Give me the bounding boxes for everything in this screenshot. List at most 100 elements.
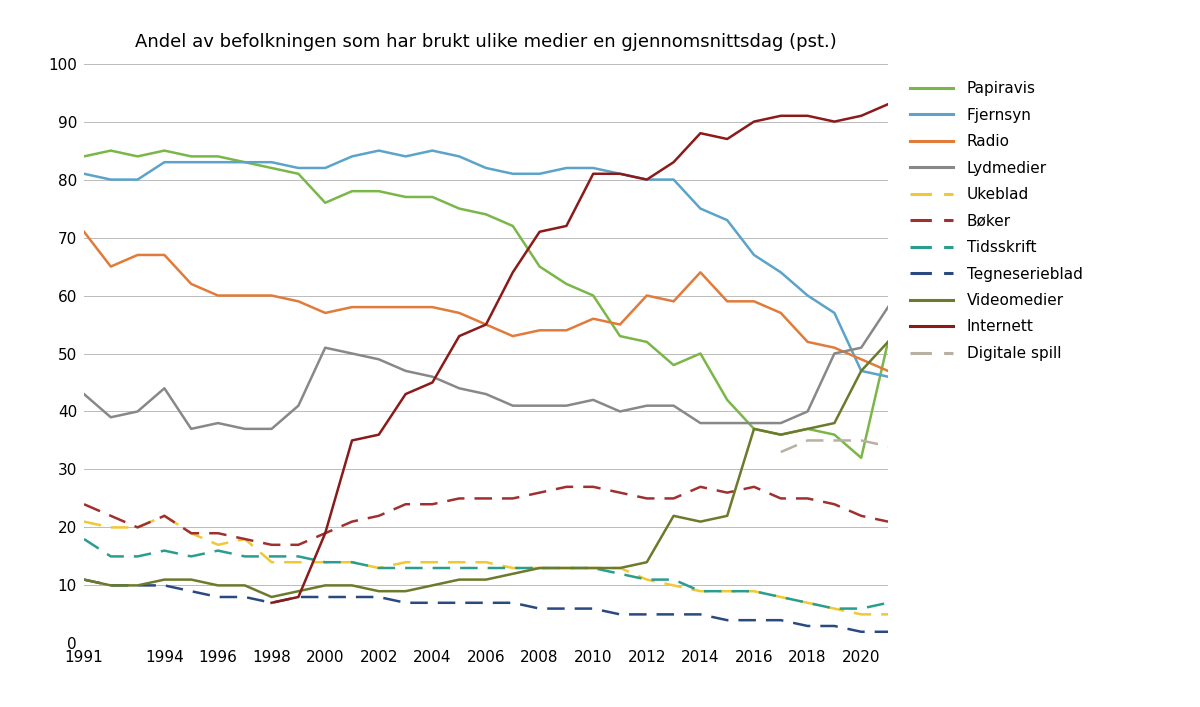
Videomedier	[666, 512, 680, 520]
Lydmedier	[666, 402, 680, 410]
Papiravis	[666, 361, 680, 369]
Papiravis	[881, 338, 895, 346]
Ukeblad	[344, 558, 359, 566]
Internett	[881, 100, 895, 108]
Lydmedier	[694, 419, 708, 427]
Fjernsyn	[559, 164, 574, 173]
Tegneserieblad	[292, 592, 306, 601]
Fjernsyn	[292, 164, 306, 173]
Bøker	[586, 483, 600, 491]
Tidsskrift	[800, 599, 815, 607]
Videomedier	[238, 581, 252, 590]
Lydmedier	[398, 367, 413, 375]
Radio	[211, 291, 226, 300]
Digitale spill	[827, 436, 841, 445]
Fjernsyn	[103, 175, 118, 184]
Tegneserieblad	[238, 592, 252, 601]
Fjernsyn	[746, 251, 761, 259]
Internett	[505, 268, 520, 276]
Tidsskrift	[694, 587, 708, 595]
Videomedier	[211, 581, 226, 590]
Papiravis	[211, 152, 226, 160]
Radio	[774, 309, 788, 317]
Internett	[746, 117, 761, 126]
Radio	[613, 320, 628, 329]
Ukeblad	[774, 592, 788, 601]
Radio	[184, 280, 198, 288]
Tegneserieblad	[131, 581, 145, 590]
Bøker	[238, 534, 252, 543]
Papiravis	[425, 193, 439, 201]
Lydmedier	[800, 407, 815, 416]
Lydmedier	[559, 402, 574, 410]
Fjernsyn	[131, 175, 145, 184]
Lydmedier	[184, 425, 198, 433]
Papiravis	[103, 146, 118, 155]
Radio	[854, 355, 869, 363]
Digitale spill	[774, 448, 788, 456]
Fjernsyn	[238, 158, 252, 166]
Tidsskrift	[746, 587, 761, 595]
Radio	[586, 315, 600, 323]
Tidsskrift	[613, 570, 628, 578]
Lydmedier	[854, 344, 869, 352]
Radio	[640, 291, 654, 300]
Fjernsyn	[774, 268, 788, 276]
Lydmedier	[372, 355, 386, 363]
Bøker	[452, 494, 467, 503]
Papiravis	[505, 222, 520, 230]
Line: Papiravis: Papiravis	[84, 151, 888, 458]
Ukeblad	[425, 558, 439, 566]
Line: Tidsskrift: Tidsskrift	[84, 539, 888, 609]
Tidsskrift	[666, 575, 680, 584]
Tegneserieblad	[559, 604, 574, 613]
Internett	[613, 170, 628, 178]
Lydmedier	[211, 419, 226, 427]
Internett	[533, 228, 547, 236]
Ukeblad	[184, 529, 198, 537]
Bøker	[103, 512, 118, 520]
Fjernsyn	[77, 170, 91, 178]
Tidsskrift	[827, 604, 841, 613]
Line: Videomedier: Videomedier	[84, 342, 888, 597]
Ukeblad	[103, 523, 118, 532]
Lydmedier	[720, 419, 734, 427]
Bøker	[774, 494, 788, 503]
Internett	[452, 332, 467, 340]
Papiravis	[292, 170, 306, 178]
Radio	[800, 338, 815, 346]
Line: Digitale spill: Digitale spill	[781, 440, 888, 452]
Videomedier	[533, 563, 547, 572]
Bøker	[800, 494, 815, 503]
Lydmedier	[479, 390, 493, 398]
Bøker	[157, 512, 172, 520]
Fjernsyn	[505, 170, 520, 178]
Internett	[827, 117, 841, 126]
Bøker	[344, 518, 359, 526]
Papiravis	[640, 338, 654, 346]
Radio	[452, 309, 467, 317]
Radio	[238, 291, 252, 300]
Fjernsyn	[694, 204, 708, 213]
Fjernsyn	[666, 175, 680, 184]
Fjernsyn	[398, 152, 413, 160]
Tidsskrift	[238, 552, 252, 561]
Tidsskrift	[398, 563, 413, 572]
Radio	[372, 303, 386, 311]
Papiravis	[613, 332, 628, 340]
Papiravis	[533, 262, 547, 271]
Tidsskrift	[720, 587, 734, 595]
Videomedier	[479, 575, 493, 584]
Papiravis	[854, 454, 869, 462]
Ukeblad	[720, 587, 734, 595]
Tegneserieblad	[372, 592, 386, 601]
Title: Andel av befolkningen som har brukt ulike medier en gjennomsnittsdag (pst.): Andel av befolkningen som har brukt ulik…	[136, 33, 836, 51]
Lydmedier	[586, 396, 600, 404]
Tegneserieblad	[746, 616, 761, 624]
Internett	[264, 599, 278, 607]
Radio	[479, 320, 493, 329]
Fjernsyn	[318, 164, 332, 173]
Papiravis	[264, 164, 278, 173]
Fjernsyn	[533, 170, 547, 178]
Ukeblad	[77, 518, 91, 526]
